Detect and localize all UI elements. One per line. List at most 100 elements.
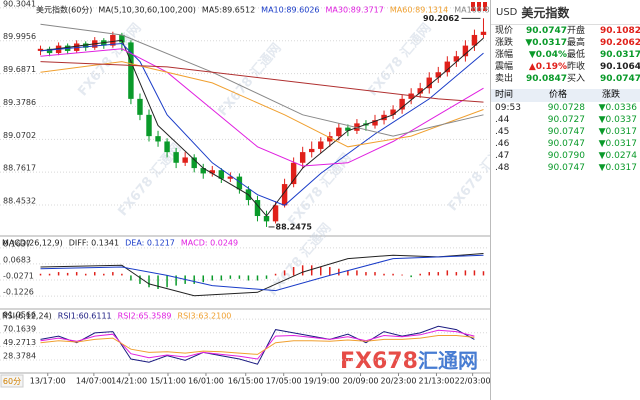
candle-body — [119, 34, 125, 43]
watermark: FX678 汇通网 — [285, 150, 355, 229]
watermark: FX678 汇通网 — [365, 20, 435, 99]
tick-row: .48 90.0747 ▼0.0317 — [491, 162, 640, 174]
quote-row: 卖出 90.0847 买入 90.0747 — [491, 73, 640, 85]
x-tick-label: 13/17:00 — [30, 377, 66, 386]
candle-body — [263, 216, 270, 222]
legend-label: RSI1:60.6111 — [58, 312, 112, 321]
candle-body — [309, 148, 315, 153]
toolbar-icon[interactable] — [477, 2, 481, 11]
quote-value: 90.0317 — [600, 50, 640, 60]
quote-value: 90.0747 — [600, 74, 640, 84]
quote-value: 90.0847 — [526, 74, 567, 84]
tick-cell: ▼0.0337 — [598, 115, 637, 125]
x-tick-label: 20/09:00 — [343, 377, 379, 386]
legend-label: MA5:89.6512 — [202, 6, 255, 15]
instrument-name: 美元指数 — [521, 5, 570, 20]
legend-label: MA10:89.6026 — [261, 6, 319, 15]
candle-body — [281, 184, 288, 206]
tick-cell: 90.0747 — [547, 139, 585, 149]
column-header: 时间 — [495, 90, 514, 100]
candle-body — [128, 42, 134, 99]
legend-label: MA30:89.3717 — [326, 6, 384, 15]
tick-row: .47 90.0790 ▼0.0274 — [491, 150, 640, 162]
quote-row: 涨幅 ▼0.04% 最低 90.0317 — [491, 49, 640, 61]
quote-label: 最高 — [567, 38, 586, 48]
candle-body — [471, 34, 478, 46]
watermark: FX678 汇通网 — [115, 140, 185, 219]
candle-body — [137, 98, 143, 115]
quote-row: 现价 90.0747 开盘 90.1082 — [491, 25, 640, 37]
x-tick-label: 21/13:00 — [419, 377, 455, 386]
quote-value: ▼0.0317 — [525, 38, 567, 48]
y-tick-label: 89.6871 — [3, 65, 36, 74]
tick-cell: .48 — [495, 163, 510, 173]
legend-label: RSI2:65.3589 — [118, 312, 172, 321]
watermark: FX678 汇通网 — [445, 135, 490, 214]
candle-body — [399, 98, 405, 110]
quote-value: 90.0747 — [526, 26, 567, 36]
tick-row: .46 90.0747 ▼0.0317 — [491, 138, 640, 150]
candle-body — [227, 176, 234, 179]
toolbar-icon[interactable] — [471, 2, 475, 11]
tick-cell: 90.0727 — [547, 115, 585, 125]
x-tick-label: 22/03:00 — [455, 377, 490, 386]
tick-cell: 90.0728 — [547, 103, 585, 113]
x-tick-label: 14/21:00 — [111, 377, 147, 386]
x-tick-label: 16/01:00 — [188, 377, 224, 386]
watermark: FX678 汇通网 — [75, 20, 145, 99]
line-series — [40, 37, 484, 217]
candle-body — [218, 170, 225, 179]
x-tick-label: 14/07:00 — [76, 377, 112, 386]
line-series — [40, 61, 484, 148]
legend-label: MA100:89.0365 — [454, 6, 490, 15]
column-header: 价格 — [548, 90, 567, 100]
ticks-header: 时间 价格 涨跌 — [491, 89, 640, 102]
y-tick-label: 0.0683 — [3, 255, 31, 264]
x-tick-label: 20/23:00 — [381, 377, 417, 386]
y-tick-label: 49.2713 — [3, 338, 36, 347]
candle-body — [209, 170, 215, 174]
quote-label: 现价 — [495, 26, 514, 36]
chart: 60分 FX678 汇通网 FX678 汇通网 FX678 汇通网 FX678 汇通… — [0, 0, 490, 388]
tick-cell: .44 — [495, 115, 510, 125]
candle-body — [272, 205, 279, 222]
period-label[interactable]: 60分 — [3, 377, 21, 386]
x-tick-label: 15/11:00 — [150, 377, 186, 386]
watermark: FX678 汇通网 — [265, 220, 335, 299]
candle-body — [146, 114, 152, 137]
legend-label: MACD: 0.0249 — [181, 239, 238, 248]
quote-row: 涨跌 ▼0.0317 最高 90.2062 — [491, 37, 640, 49]
toolbar-icon[interactable] — [483, 2, 487, 11]
y-tick-label: 89.3786 — [3, 98, 36, 107]
candle-body — [417, 88, 423, 94]
y-tick-label: 0.1637 — [3, 239, 31, 248]
quote-value: ▼0.04% — [528, 50, 567, 60]
candle-body — [37, 48, 44, 51]
line-series — [40, 61, 484, 103]
line-series — [40, 335, 475, 355]
tick-cell: ▼0.0336 — [598, 103, 637, 113]
candle-body — [390, 109, 396, 115]
quote-label: 涨跌 — [495, 38, 514, 48]
y-tick-label: -0.1226 — [3, 288, 34, 297]
legend-label: RSI3:63.2100 — [178, 312, 232, 321]
quote-label: 买入 — [567, 74, 586, 84]
candle-body — [327, 136, 333, 142]
line-series — [40, 325, 475, 365]
legend-label: DEA: 0.1217 — [125, 239, 175, 248]
line-series — [40, 23, 484, 137]
legend-label: MA60:89.1314 — [390, 6, 448, 15]
quote-value: ▲0.19% — [528, 62, 567, 72]
candle-body — [336, 127, 342, 137]
quote-row: 震幅 ▲0.19% 昨收 90.1064 — [491, 61, 640, 73]
symbol: USD — [496, 6, 518, 18]
y-tick-label: 91.0566 — [3, 311, 36, 320]
quote-label: 涨幅 — [495, 50, 514, 60]
quote-label: 震幅 — [495, 62, 514, 72]
annotation: 88.2475 — [276, 222, 313, 231]
quote-label: 卖出 — [495, 74, 514, 84]
period-button[interactable] — [0, 374, 24, 388]
y-tick-label: 70.1639 — [3, 324, 36, 333]
quote-value: 90.1082 — [600, 26, 640, 36]
legend-label: 美元指数(60分) — [36, 5, 92, 15]
